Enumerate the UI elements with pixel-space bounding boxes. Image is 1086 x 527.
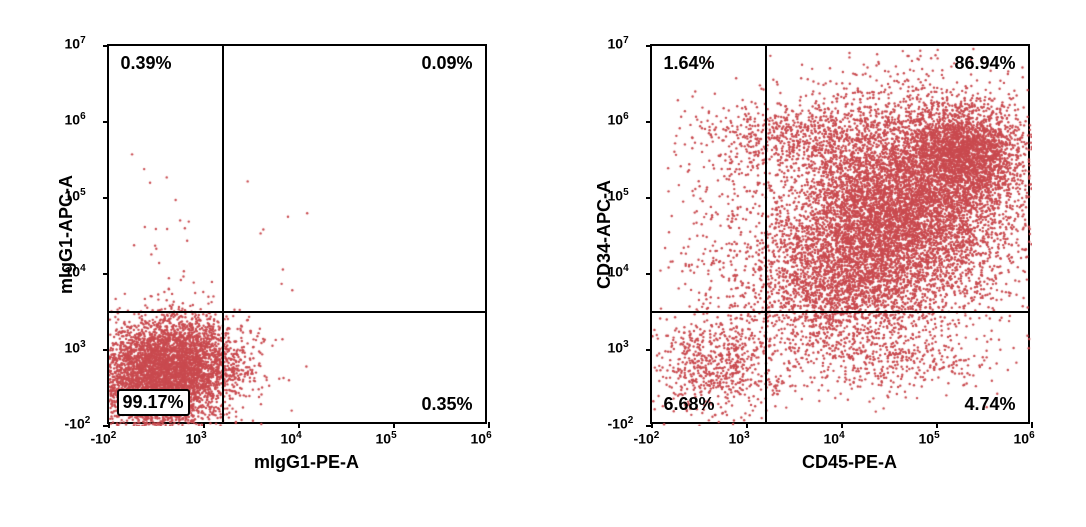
x-tick-label: -102 — [91, 430, 117, 447]
plot-area-right: 1.64% 86.94% 6.68% 4.74% — [650, 44, 1030, 424]
y-tick — [646, 349, 652, 351]
quadrant-label-lr: 4.74% — [960, 393, 1019, 416]
x-tick — [488, 422, 490, 428]
quadrant-line-v — [222, 46, 224, 422]
x-axis-label: mIgG1-PE-A — [237, 452, 377, 473]
plot-left: -102103104105106107-102103104105106mIgG1… — [37, 34, 507, 494]
y-tick — [646, 45, 652, 47]
quadrant-label-ul: 1.64% — [660, 52, 719, 75]
scatter-canvas-right — [652, 46, 1032, 426]
quadrant-label-ll: 99.17% — [117, 389, 190, 416]
y-tick-label: 106 — [65, 111, 86, 128]
quadrant-label-lr: 0.35% — [417, 393, 476, 416]
x-tick-label: 106 — [1014, 430, 1035, 447]
y-axis-label: mIgG1-APC-A — [56, 174, 77, 293]
x-tick — [108, 422, 110, 428]
x-tick-label: 103 — [186, 430, 207, 447]
x-tick — [746, 422, 748, 428]
y-tick-label: 107 — [65, 35, 86, 52]
quadrant-label-ll: 6.68% — [660, 393, 719, 416]
x-tick-label: 105 — [919, 430, 940, 447]
x-tick-label: 106 — [471, 430, 492, 447]
x-tick-label: 105 — [376, 430, 397, 447]
y-tick — [646, 121, 652, 123]
y-tick — [103, 349, 109, 351]
x-tick-label: 104 — [281, 430, 302, 447]
x-tick — [651, 422, 653, 428]
y-tick — [103, 121, 109, 123]
y-tick-label: 106 — [608, 111, 629, 128]
y-tick-label: 103 — [608, 339, 629, 356]
y-tick — [103, 45, 109, 47]
plot-right: -102103104105106107-102103104105106CD34-… — [580, 34, 1050, 494]
x-tick — [936, 422, 938, 428]
y-tick-label: -102 — [608, 415, 634, 432]
y-tick-label: 103 — [65, 339, 86, 356]
quadrant-line-h — [652, 311, 1028, 313]
y-tick — [646, 273, 652, 275]
x-tick — [203, 422, 205, 428]
x-tick — [393, 422, 395, 428]
quadrant-line-h — [109, 311, 485, 313]
y-tick-label: -102 — [65, 415, 91, 432]
x-tick — [841, 422, 843, 428]
x-tick — [298, 422, 300, 428]
quadrant-label-ul: 0.39% — [117, 52, 176, 75]
y-tick — [103, 273, 109, 275]
scatter-canvas-left — [109, 46, 489, 426]
y-tick — [103, 197, 109, 199]
y-tick-label: 107 — [608, 35, 629, 52]
figure-container: -102 103 104 105 106 107 -102 103 104 105 106 mIgG1… — [0, 0, 1086, 527]
y-tick — [646, 197, 652, 199]
x-tick-label: -102 — [634, 430, 660, 447]
x-axis-label: CD45-PE-A — [780, 452, 920, 473]
plot-area-left: 0.39% 0.09% 99.17% 0.35% — [107, 44, 487, 424]
y-axis-label: CD34-APC-A — [594, 179, 615, 288]
quadrant-line-v — [765, 46, 767, 422]
quadrant-label-ur: 0.09% — [417, 52, 476, 75]
x-tick-label: 103 — [729, 430, 750, 447]
x-tick-label: 104 — [824, 430, 845, 447]
x-tick — [1031, 422, 1033, 428]
quadrant-label-ur: 86.94% — [950, 52, 1019, 75]
